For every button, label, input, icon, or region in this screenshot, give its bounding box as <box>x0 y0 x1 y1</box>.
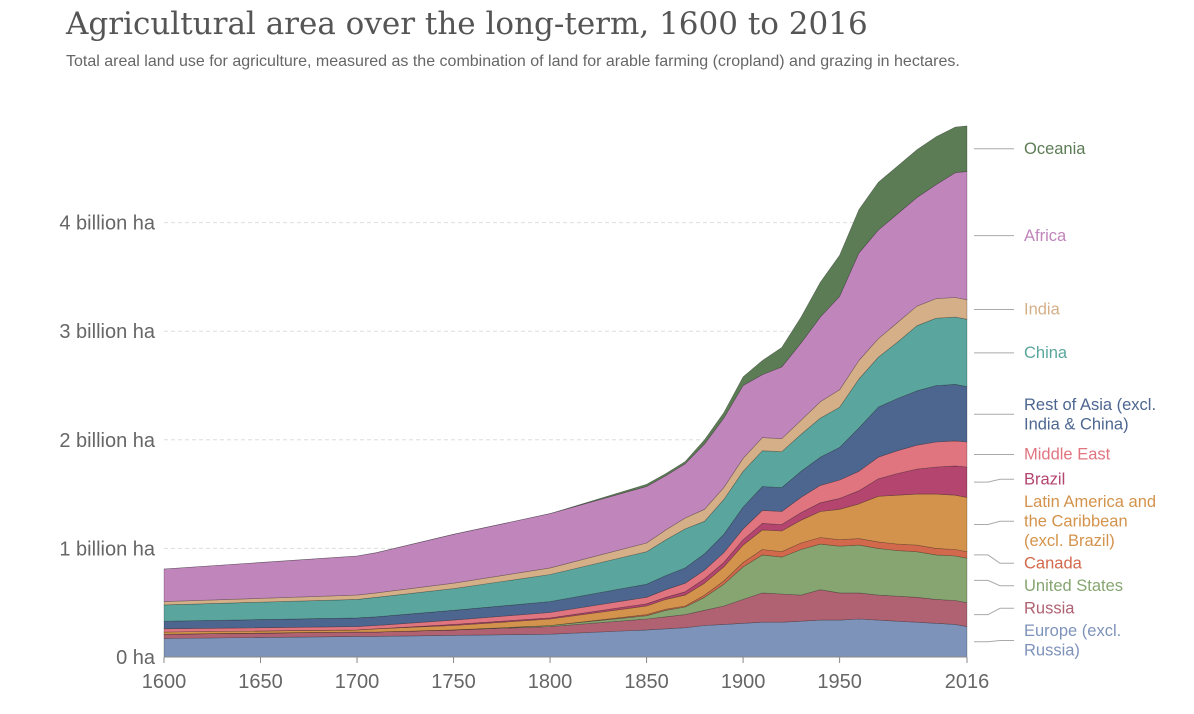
area-series-layer <box>163 125 968 658</box>
legend-label-line: India & China) <box>1024 415 1129 433</box>
x-tick-label: 1700 <box>335 671 380 693</box>
legend-label-latin-america-and-the-caribbean-excl-brazil[interactable]: Latin America and the Caribbean (excl. Bra… <box>1024 493 1156 550</box>
x-tick-label: 2016 <box>945 671 990 693</box>
legend-label-line: Middle East <box>1024 446 1111 464</box>
legend-connector-united-states <box>974 579 1014 587</box>
legend-connector-europe-excl-russia <box>974 640 1014 643</box>
legend-label-line: Latin America and <box>1024 493 1156 511</box>
x-tick-label: 1900 <box>721 671 766 693</box>
x-tick-label: 1750 <box>431 671 476 693</box>
y-tick-label: 0 ha <box>116 647 156 669</box>
legend-label-europe-excl-russia[interactable]: Europe (excl. Russia) <box>1024 622 1121 660</box>
legend-label-line: (excl. Brazil) <box>1024 532 1115 550</box>
legend-connector-russia <box>974 607 1014 616</box>
y-tick-label: 2 billion ha <box>59 430 156 452</box>
legend-label-line: Russia) <box>1024 642 1080 660</box>
legend-label-canada[interactable]: Canada <box>1024 555 1083 573</box>
y-tick-label: 4 billion ha <box>59 213 156 235</box>
area-russia[interactable] <box>163 589 968 639</box>
legend-label-line: Rest of Asia (excl. <box>1024 396 1156 414</box>
area-middle-east[interactable] <box>163 440 968 633</box>
area-united-states[interactable] <box>163 543 968 635</box>
legend-label-line: Oceania <box>1024 140 1086 158</box>
axes: 0 ha 1 billion ha 2 billion ha 3 billion ha… <box>59 213 989 693</box>
chart-title: Agricultural area over the long-term, 16… <box>66 6 868 42</box>
legend-label-united-states[interactable]: United States <box>1024 577 1123 595</box>
legend-label-line: United States <box>1024 577 1123 595</box>
legend-label-line: Europe (excl. <box>1024 622 1121 640</box>
legend-label-brazil[interactable]: Brazil <box>1024 471 1065 489</box>
legend-connector-brazil <box>974 478 1014 483</box>
legend-label-line: Brazil <box>1024 471 1065 489</box>
legend-label-rest-of-asia-excl-india-china[interactable]: Rest of Asia (excl. India & China) <box>1024 396 1156 434</box>
legend-label-line: the Caribbean <box>1024 513 1128 531</box>
area-oceania[interactable] <box>163 125 968 570</box>
legend-label-china[interactable]: China <box>1024 344 1068 362</box>
x-tick-label: 1950 <box>817 671 862 693</box>
legend-label-line: Canada <box>1024 555 1083 573</box>
legend-label-africa[interactable]: Africa <box>1024 227 1067 245</box>
legend-label-middle-east[interactable]: Middle East <box>1024 446 1111 464</box>
x-tick-label: 1850 <box>624 671 669 693</box>
x-tick-label: 1650 <box>238 671 283 693</box>
chart-subtitle: Total areal land use for agriculture, me… <box>66 53 960 70</box>
legend-connector-canada <box>974 554 1014 564</box>
y-tick-label: 3 billion ha <box>59 321 156 343</box>
legend: Oceania Africa India China Rest of Asia (exc… <box>974 140 1156 660</box>
area-india[interactable] <box>163 297 968 606</box>
legend-label-india[interactable]: India <box>1024 301 1061 319</box>
area-latin-america-and-the-caribbean-excl-brazil[interactable] <box>163 493 968 635</box>
y-tick-label: 1 billion ha <box>59 538 156 560</box>
legend-connector-latin-america-and-the-caribbean-excl-brazil <box>974 520 1014 526</box>
legend-label-line: India <box>1024 301 1061 319</box>
legend-label-line: Russia <box>1024 600 1075 618</box>
legend-label-line: China <box>1024 344 1068 362</box>
legend-label-line: Africa <box>1024 227 1067 245</box>
legend-label-oceania[interactable]: Oceania <box>1024 140 1086 158</box>
legend-label-russia[interactable]: Russia <box>1024 600 1075 618</box>
x-tick-label: 1800 <box>528 671 573 693</box>
x-tick-label: 1600 <box>142 671 187 693</box>
